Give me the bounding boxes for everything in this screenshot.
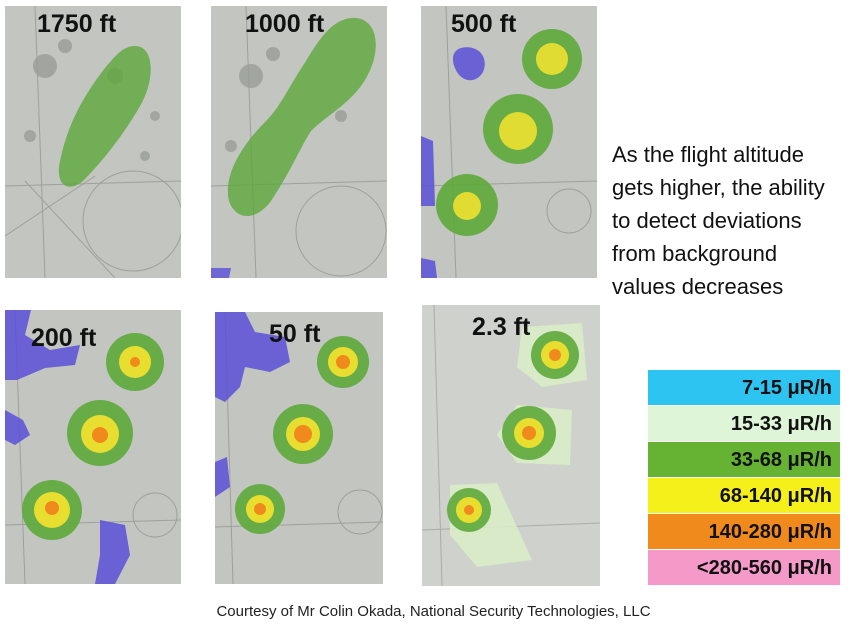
dose-contour-orange [92, 427, 108, 443]
legend-item: 33-68 μR/h [648, 442, 840, 478]
dose-rate-legend: 7-15 μR/h 15-33 μR/h 33-68 μR/h 68-140 μ… [648, 370, 840, 586]
aerial-map-2-3ft [422, 305, 600, 586]
aerial-map-500ft [421, 6, 597, 278]
legend-item: 68-140 μR/h [648, 478, 840, 514]
map-panel-2-3ft: 2.3 ft [422, 305, 600, 586]
map-panel-500ft: 500 ft [421, 6, 597, 278]
dose-contour-blue [421, 136, 435, 206]
altitude-label: 200 ft [31, 324, 97, 352]
dose-contour-yellow [499, 112, 537, 150]
dose-contour-orange [294, 425, 312, 443]
caption-line: gets higher, the ability [612, 175, 825, 200]
dose-contour-orange [336, 355, 350, 369]
dose-contour-green [227, 17, 376, 216]
caption-line: to detect deviations [612, 208, 802, 233]
dose-contour-orange [130, 357, 140, 367]
aerial-map-50ft [215, 312, 383, 584]
dose-contour-blue [452, 47, 485, 81]
map-panel-1750ft: 1750 ft [5, 6, 181, 278]
altitude-label: 2.3 ft [472, 313, 531, 341]
dose-contour-blue [421, 258, 437, 278]
dose-contour-blue [95, 520, 130, 584]
dose-contour-orange [522, 426, 536, 440]
caption-line: values decreases [612, 274, 784, 299]
dose-contour-orange [549, 349, 561, 361]
dose-contour-orange [45, 501, 59, 515]
dose-contour-blue [215, 312, 290, 402]
dose-contour-blue [215, 457, 230, 497]
legend-item: 7-15 μR/h [648, 370, 840, 406]
aerial-map-1000ft [211, 6, 387, 278]
legend-item: 15-33 μR/h [648, 406, 840, 442]
map-panel-50ft: 50 ft [215, 312, 383, 584]
caption-line: from background [612, 241, 778, 266]
map-panel-1000ft: 1000 ft [211, 6, 387, 278]
map-panel-200ft: 200 ft [5, 310, 181, 584]
legend-item: <280-560 μR/h [648, 550, 840, 586]
dose-contour-orange [464, 505, 474, 515]
aerial-map-200ft [5, 310, 181, 584]
credit-text: Courtesy of Mr Colin Okada, National Sec… [216, 603, 651, 620]
aerial-map-1750ft [5, 6, 181, 278]
dose-contour-yellow [536, 43, 568, 75]
dose-contour-blue [211, 268, 231, 278]
altitude-label: 50 ft [269, 320, 321, 348]
legend-item: 140-280 μR/h [648, 514, 840, 550]
caption-line: As the flight altitude [612, 142, 805, 167]
altitude-label: 1000 ft [245, 10, 325, 38]
dose-contour-blue [5, 310, 80, 380]
altitude-label: 1750 ft [37, 10, 117, 38]
dose-contour-orange [254, 503, 266, 515]
dose-contour-yellow [453, 192, 481, 220]
caption-text: As the flight altitude gets higher, the … [612, 138, 862, 303]
altitude-label: 500 ft [451, 10, 517, 38]
dose-contour-green [58, 46, 151, 187]
dose-contour-blue [5, 410, 30, 445]
